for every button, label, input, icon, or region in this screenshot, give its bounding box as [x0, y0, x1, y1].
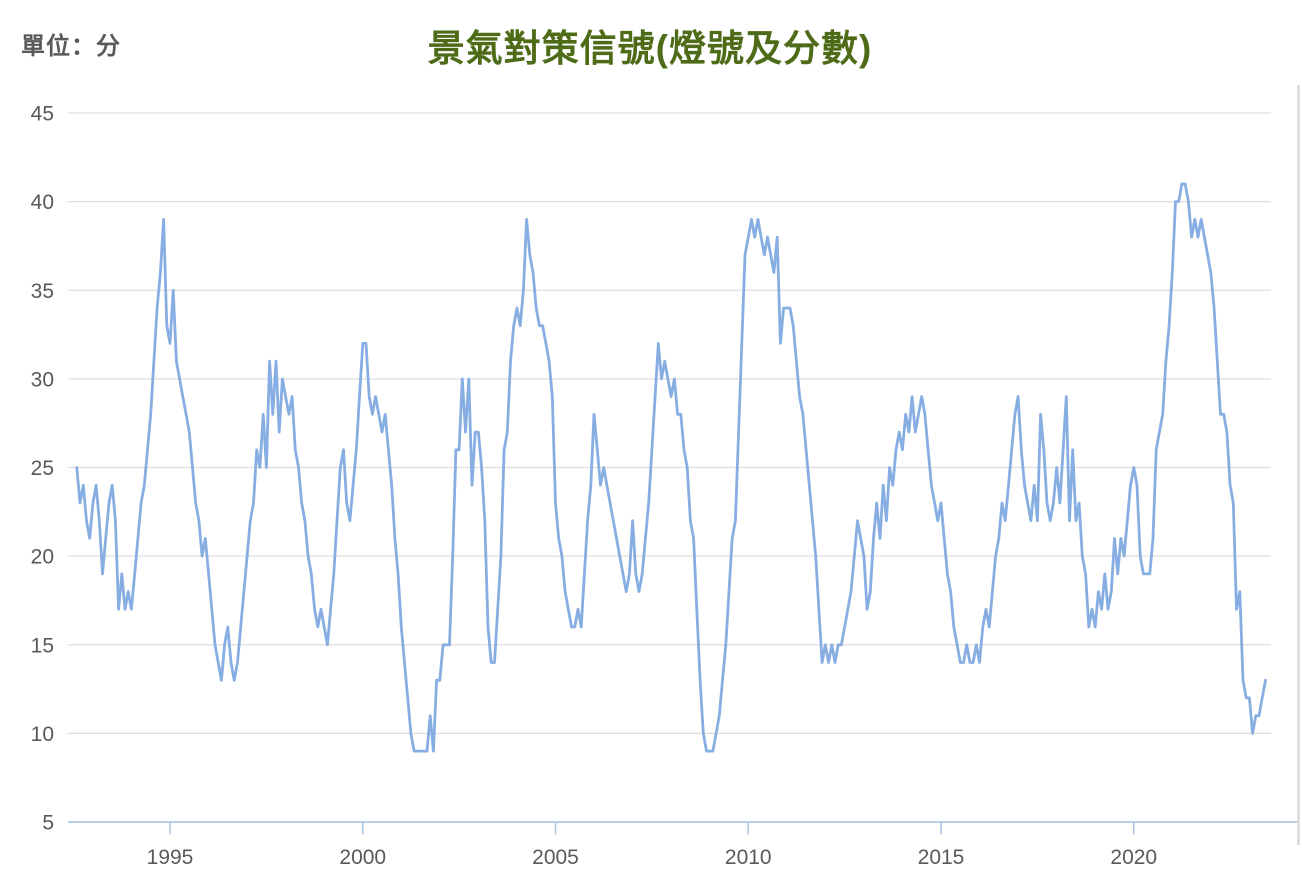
x-axis-tick-label: 2020	[1110, 846, 1157, 869]
x-axis-tick-label: 2010	[725, 846, 772, 869]
y-axis-tick-label: 25	[31, 457, 54, 480]
unit-label: 單位：分	[21, 33, 121, 60]
y-axis-tick-label: 35	[31, 280, 54, 303]
x-axis-tick-label: 1995	[147, 846, 194, 869]
x-axis-tick-label: 2015	[918, 846, 965, 869]
y-axis-tick-label: 15	[31, 634, 54, 657]
chart-title: 景氣對策信號(燈號及分數)	[427, 28, 873, 69]
series-line-monitoring-indicator-score	[75, 182, 1267, 753]
x-axis-tick-label: 2000	[339, 846, 386, 869]
x-axis-tick-label: 2005	[532, 846, 579, 869]
y-axis-tick-label: 10	[31, 723, 54, 746]
y-axis-tick-label: 5	[42, 812, 54, 835]
y-axis-tick-label: 40	[31, 191, 54, 214]
y-axis-tick-label: 30	[31, 368, 54, 391]
y-axis-tick-label: 45	[31, 103, 54, 126]
y-axis-tick-label: 20	[31, 546, 54, 569]
